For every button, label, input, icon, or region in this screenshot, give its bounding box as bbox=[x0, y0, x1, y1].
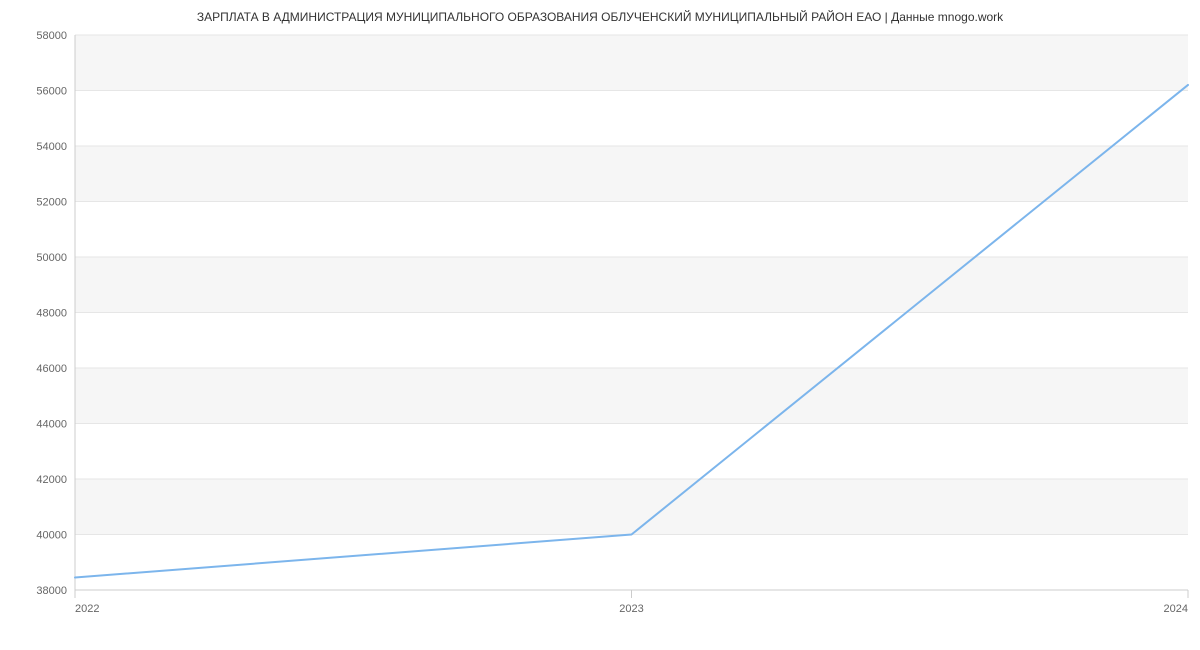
salary-line-chart: ЗАРПЛАТА В АДМИНИСТРАЦИЯ МУНИЦИПАЛЬНОГО … bbox=[0, 0, 1200, 650]
chart-canvas: 2022 2023 2024 38000 40000 42000 44000 46000 480… bbox=[0, 0, 1200, 650]
y-tick-label: 50000 bbox=[36, 252, 67, 264]
y-tick-label: 56000 bbox=[36, 86, 67, 98]
y-tick-label: 38000 bbox=[36, 585, 67, 597]
y-tick-label: 46000 bbox=[36, 363, 67, 375]
y-tick-label: 54000 bbox=[36, 141, 67, 153]
y-tick-label: 42000 bbox=[36, 474, 67, 486]
x-tick-label: 2022 bbox=[75, 603, 99, 615]
y-tick-label: 52000 bbox=[36, 197, 67, 209]
chart-title: ЗАРПЛАТА В АДМИНИСТРАЦИЯ МУНИЦИПАЛЬНОГО … bbox=[0, 10, 1200, 24]
y-tick-label: 40000 bbox=[36, 530, 67, 542]
x-tick-label: 2024 bbox=[1164, 603, 1188, 615]
y-tick-label: 48000 bbox=[36, 308, 67, 320]
x-tick-label: 2023 bbox=[619, 603, 643, 615]
y-tick-label: 58000 bbox=[36, 30, 67, 42]
y-tick-label: 44000 bbox=[36, 419, 67, 431]
